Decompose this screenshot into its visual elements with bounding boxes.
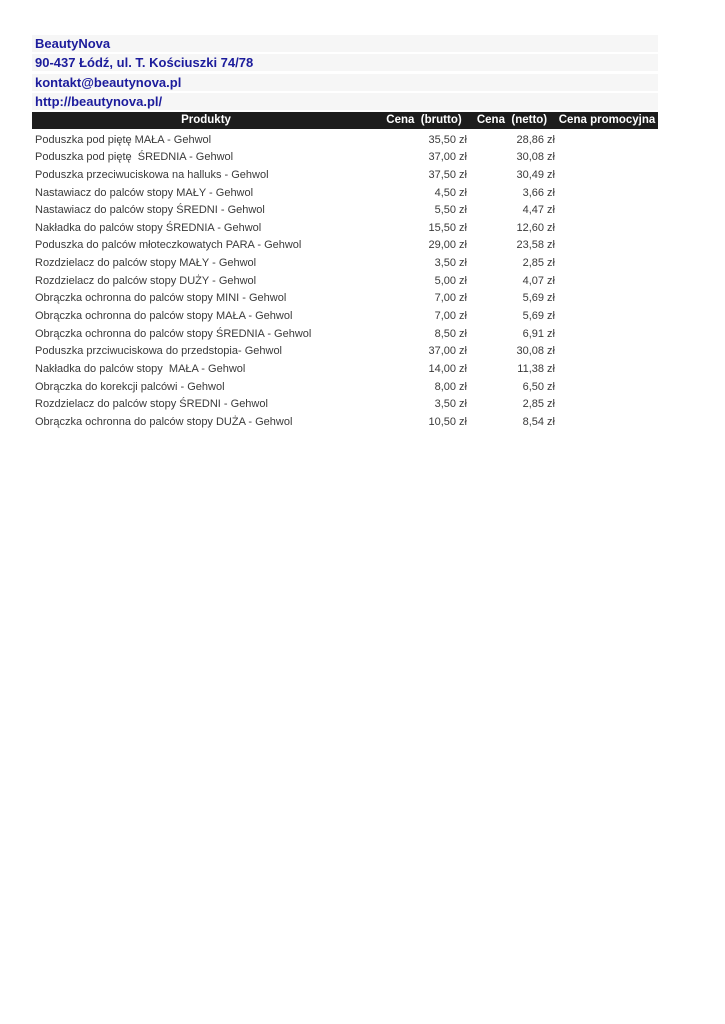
- gross-price-cell: 29,00 zł: [428, 239, 467, 252]
- promo-price-cell: [556, 326, 658, 344]
- promo-price-cell: [556, 379, 658, 397]
- column-header-gross-price: Cena (brutto): [386, 114, 462, 127]
- product-name-cell: Obrączka do korekcji palcówi - Gehwol: [35, 380, 225, 393]
- gross-price-cell: 3,50 zł: [434, 257, 467, 270]
- company-address: 90-437 Łódź, ul. T. Kościuszki 74/78: [32, 54, 658, 72]
- product-name-cell: Obrączka ochronna do palców stopy MINI -…: [35, 292, 287, 305]
- net-price-cell: 2,85 zł: [522, 398, 555, 411]
- table-row: Obrączka ochronna do palców stopy MINI -…: [32, 290, 658, 308]
- table-row: Nastawiacz do palców stopy ŚREDNI - Gehw…: [32, 202, 658, 220]
- product-name-cell: Rozdzielacz do palców stopy ŚREDNI - Geh…: [35, 398, 268, 411]
- promo-price-cell: [556, 220, 658, 238]
- table-row: Rozdzielacz do palców stopy MAŁY - Gehwo…: [32, 255, 658, 273]
- promo-price-cell: [556, 132, 658, 150]
- net-price-cell: 23,58 zł: [516, 239, 555, 252]
- gross-price-cell: 7,00 zł: [434, 292, 467, 305]
- net-price-cell: 3,66 zł: [522, 186, 555, 199]
- company-website: http://beautynova.pl/: [32, 92, 658, 110]
- table-row: Poduszka pod piętę ŚREDNIA - Gehwol 37,0…: [32, 149, 658, 167]
- gross-price-cell: 37,50 zł: [428, 168, 467, 181]
- table-row: Nastawiacz do palców stopy MAŁY - Gehwol…: [32, 185, 658, 203]
- gross-price-cell: 3,50 zł: [434, 398, 467, 411]
- product-name-cell: Poduszka przciwuciskowa do przedstopia- …: [35, 345, 283, 358]
- product-name-cell: Obrączka ochronna do palców stopy DUŻA -…: [35, 415, 293, 428]
- table-row: Poduszka przciwuciskowa do przedstopia- …: [32, 343, 658, 361]
- gross-price-cell: 15,50 zł: [428, 221, 467, 234]
- table-row: Poduszka do palców młoteczkowatych PARA …: [32, 237, 658, 255]
- promo-price-cell: [556, 149, 658, 167]
- price-list-document: BeautyNova 90-437 Łódź, ul. T. Kościuszk…: [32, 35, 658, 431]
- column-header-promo-price: Cena promocyjna: [558, 114, 656, 127]
- promo-price-cell: [556, 343, 658, 361]
- gross-price-cell: 7,00 zł: [434, 309, 467, 322]
- promo-price-cell: [556, 167, 658, 185]
- net-price-cell: 30,08 zł: [516, 151, 555, 164]
- promo-price-cell: [556, 290, 658, 308]
- gross-price-cell: 37,00 zł: [428, 345, 467, 358]
- product-name-cell: Rozdzielacz do palców stopy DUŻY - Gehwo…: [35, 274, 257, 287]
- product-name-cell: Poduszka do palców młoteczkowatych PARA …: [35, 239, 302, 252]
- net-price-cell: 5,69 zł: [522, 292, 555, 305]
- table-row: Obrączka ochronna do palców stopy ŚREDNI…: [32, 326, 658, 344]
- product-name-cell: Poduszka pod piętę ŚREDNIA - Gehwol: [35, 151, 234, 164]
- table-row: Poduszka przeciwuciskowa na halluks - Ge…: [32, 167, 658, 185]
- gross-price-cell: 8,50 zł: [434, 327, 467, 340]
- promo-price-cell: [556, 396, 658, 414]
- gross-price-cell: 35,50 zł: [428, 133, 467, 146]
- promo-price-cell: [556, 237, 658, 255]
- column-header-products: Produkty: [181, 114, 231, 127]
- table-row: Obrączka ochronna do palców stopy MAŁA -…: [32, 308, 658, 326]
- company-name: BeautyNova: [32, 35, 658, 52]
- net-price-cell: 6,50 zł: [522, 380, 555, 393]
- table-row: Rozdzielacz do palców stopy DUŻY - Gehwo…: [32, 273, 658, 291]
- product-name-cell: Obrączka ochronna do palców stopy MAŁA -…: [35, 309, 293, 322]
- gross-price-cell: 5,50 zł: [434, 204, 467, 217]
- column-header-net-price: Cena (netto): [476, 114, 548, 127]
- table-row: Nakładka do palców stopy ŚREDNIA - Gehwo…: [32, 220, 658, 238]
- product-name-cell: Rozdzielacz do palców stopy MAŁY - Gehwo…: [35, 257, 257, 270]
- net-price-cell: 11,38 zł: [517, 362, 555, 375]
- promo-price-cell: [556, 414, 658, 432]
- gross-price-cell: 5,00 zł: [434, 274, 467, 287]
- gross-price-cell: 14,00 zł: [428, 362, 467, 375]
- table-header-row: Produkty Cena (brutto) Cena (netto) Cena…: [32, 112, 658, 130]
- promo-price-cell: [556, 273, 658, 291]
- gross-price-cell: 4,50 zł: [434, 186, 467, 199]
- net-price-cell: 8,54 zł: [522, 415, 555, 428]
- table-row: Poduszka pod piętę MAŁA - Gehwol 35,50 z…: [32, 132, 658, 150]
- product-name-cell: Nakładka do palców stopy MAŁA - Gehwol: [35, 362, 246, 375]
- net-price-cell: 30,49 zł: [516, 168, 555, 181]
- product-name-cell: Nastawiacz do palców stopy MAŁY - Gehwol: [35, 186, 254, 199]
- product-name-cell: Nakładka do palców stopy ŚREDNIA - Gehwo…: [35, 221, 262, 234]
- net-price-cell: 4,47 zł: [522, 204, 555, 217]
- promo-price-cell: [556, 202, 658, 220]
- table-row: Obrączka ochronna do palców stopy DUŻA -…: [32, 414, 658, 432]
- promo-price-cell: [556, 255, 658, 273]
- table-body: Poduszka pod piętę MAŁA - Gehwol 35,50 z…: [32, 132, 658, 432]
- promo-price-cell: [556, 308, 658, 326]
- table-row: Obrączka do korekcji palcówi - Gehwol 8,…: [32, 379, 658, 397]
- net-price-cell: 2,85 zł: [522, 257, 555, 270]
- product-name-cell: Poduszka pod piętę MAŁA - Gehwol: [35, 133, 212, 146]
- net-price-cell: 28,86 zł: [516, 133, 555, 146]
- net-price-cell: 30,08 zł: [516, 345, 555, 358]
- gross-price-cell: 8,00 zł: [434, 380, 467, 393]
- gross-price-cell: 37,00 zł: [428, 151, 467, 164]
- table-row: Nakładka do palców stopy MAŁA - Gehwol 1…: [32, 361, 658, 379]
- table-row: Rozdzielacz do palców stopy ŚREDNI - Geh…: [32, 396, 658, 414]
- product-name-cell: Poduszka przeciwuciskowa na halluks - Ge…: [35, 168, 269, 181]
- net-price-cell: 5,69 zł: [522, 309, 555, 322]
- promo-price-cell: [556, 361, 658, 379]
- company-email: kontakt@beautynova.pl: [32, 73, 658, 91]
- net-price-cell: 6,91 zł: [522, 327, 555, 340]
- net-price-cell: 12,60 zł: [516, 221, 555, 234]
- promo-price-cell: [556, 185, 658, 203]
- product-name-cell: Nastawiacz do palców stopy ŚREDNI - Gehw…: [35, 204, 265, 217]
- gross-price-cell: 10,50 zł: [428, 415, 467, 428]
- net-price-cell: 4,07 zł: [522, 274, 555, 287]
- product-name-cell: Obrączka ochronna do palców stopy ŚREDNI…: [35, 327, 312, 340]
